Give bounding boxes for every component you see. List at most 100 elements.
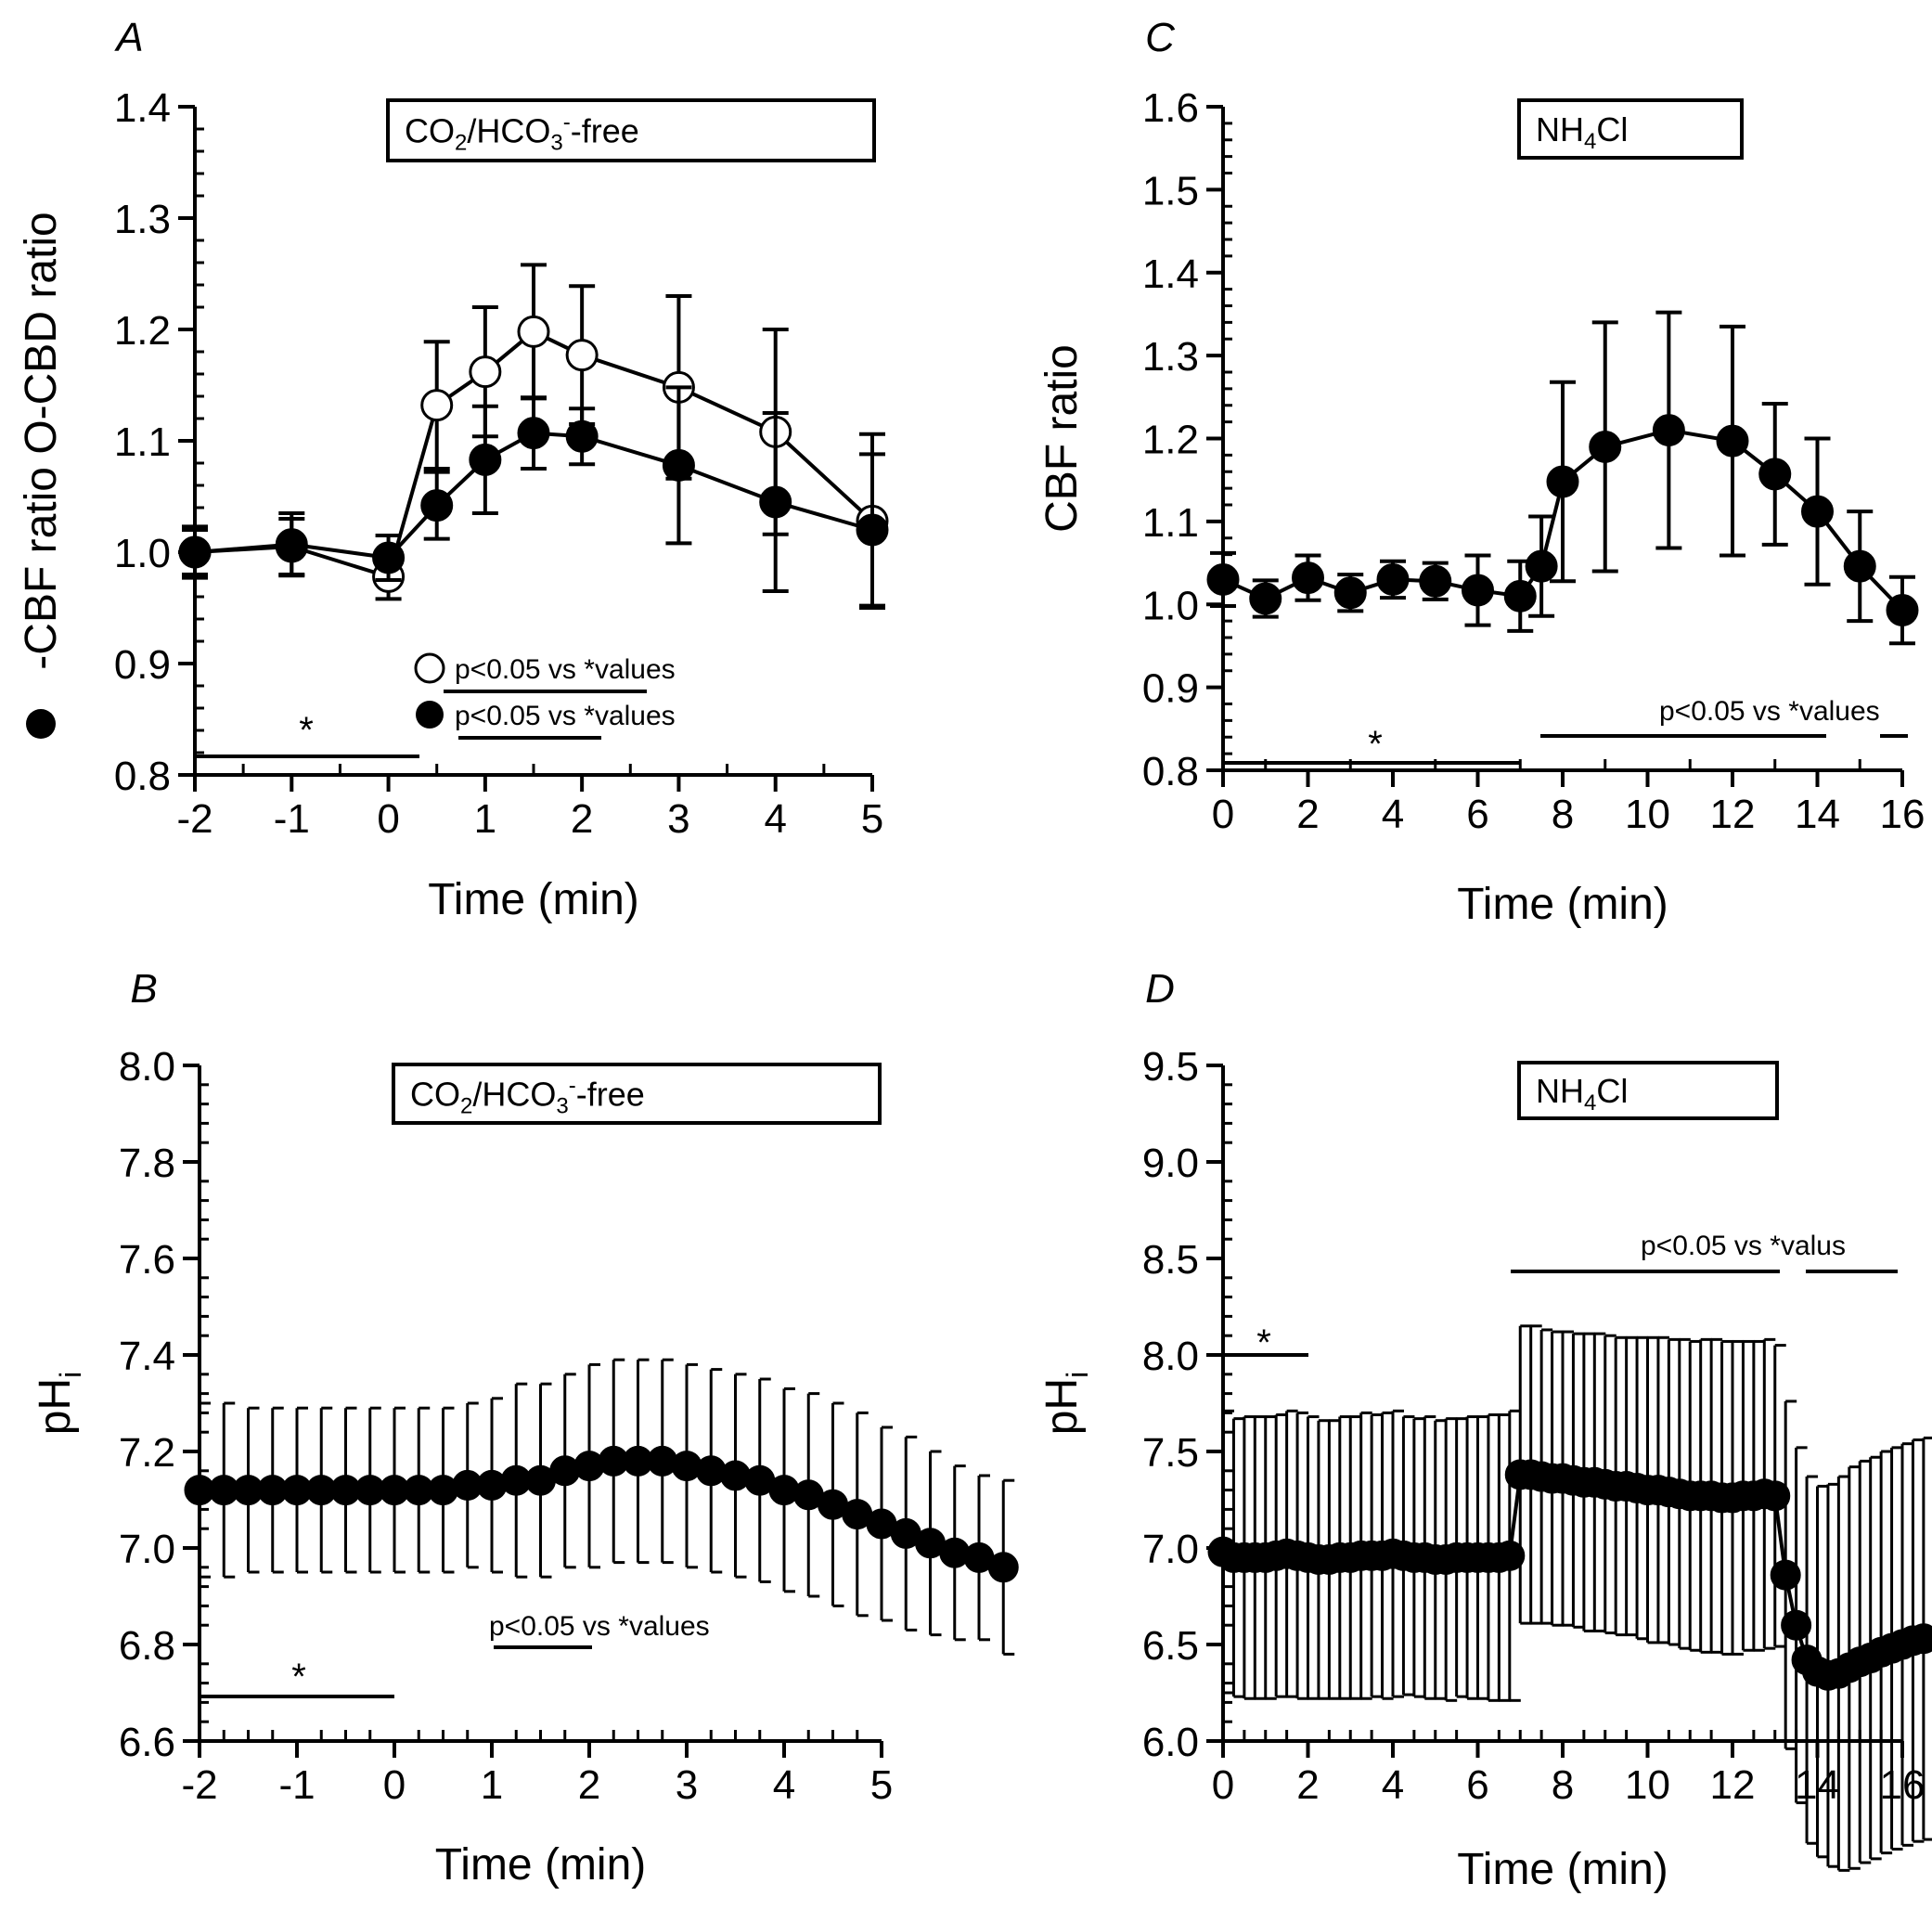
data-point [428,1475,458,1506]
x-tick-label: 0 [383,1762,406,1808]
x-tick-label: 2 [1296,1762,1319,1808]
x-tick-label: 1 [474,796,496,842]
baseline-star: * [1256,1322,1271,1363]
x-tick-label: 0 [1212,792,1234,837]
annotation-significance: p<0.05 vs *valus [1641,1231,1846,1261]
condition-label: NH4Cl [1536,110,1628,154]
condition-label: NH4Cl [1536,1072,1628,1116]
y-tick-label: 1.4 [114,85,171,131]
data-point [476,1469,508,1501]
y-tick-label: 8.5 [1142,1237,1199,1283]
panel-letter: A [113,15,143,60]
data-point [987,1552,1019,1583]
data-point [1908,1623,1932,1655]
y-tick-label: 1.0 [1142,583,1199,628]
data-point [517,417,550,450]
x-tick-label: -1 [278,1762,315,1808]
y-tick-label: 7.8 [119,1141,175,1186]
data-point [1770,1559,1801,1591]
y-tick-label: 1.2 [1142,418,1199,463]
x-axis-title: Time (min) [1457,1845,1668,1894]
condition-label: CO2/HCO3--free [410,1074,645,1119]
y-tick-label: 1.1 [114,419,171,465]
baseline-star: * [1368,724,1383,765]
x-tick-label: -1 [274,796,310,842]
data-point [1886,594,1919,627]
x-tick-label: -2 [176,796,213,842]
data-point [420,489,454,522]
y-tick-label: 7.6 [119,1237,175,1283]
data-point [1843,549,1876,583]
x-tick-label: 2 [1296,792,1319,837]
series-filled [178,385,889,608]
data-point [565,419,599,453]
y-axis-title: CBF ratio [1037,344,1087,533]
x-tick-label: 2 [571,796,593,842]
data-point [1716,424,1749,458]
data-point [1206,562,1240,596]
condition-box [1517,1061,1779,1120]
x-tick-label: 8 [1552,792,1574,837]
series-filled [1206,310,1919,646]
data-point [768,1475,800,1506]
y-tick-label: 7.2 [119,1430,175,1476]
data-point [720,1460,751,1491]
legend-filled-marker [26,709,56,739]
annotation-significance: p<0.05 vs *values [1659,696,1880,727]
y-tick-label: 7.0 [119,1527,175,1572]
data-point [1801,495,1834,528]
condition-box [392,1063,882,1125]
x-tick-label: 6 [1466,1762,1488,1808]
annotation-filled: p<0.05 vs *values [455,701,676,731]
data-point [671,1451,702,1482]
x-axis-title: Time (min) [435,1840,647,1890]
x-tick-label: -2 [181,1762,217,1808]
data-point [1758,458,1792,491]
panel-letter: C [1145,15,1176,60]
data-point [1589,430,1622,463]
y-tick-label: 9.5 [1142,1044,1199,1090]
panel-letter: D [1145,966,1175,1012]
series-line [194,329,874,579]
panel-c: C 0.8 0.9 1.0 1.1 1.2 1.3 1.4 1.5 1.6 0 2 4 6 8 10 12 14 1… [1037,15,1925,929]
data-point [695,1455,727,1487]
condition-box [1517,98,1744,160]
data-point [549,1455,581,1487]
annotation-open: p<0.05 vs *values [455,654,676,685]
baseline-star: * [291,1657,306,1697]
y-tick-label: 1.6 [1142,85,1199,131]
annotation-significance: p<0.05 vs *values [489,1611,710,1642]
y-axis-title: pHi [31,1372,87,1435]
data-point [1419,564,1452,598]
x-tick-label: 14 [1795,792,1840,837]
y-tick-label: 6.8 [119,1623,175,1669]
legend-open-marker [414,652,445,684]
data-point [275,528,308,561]
panel-b: B 6.6 6.8 7.0 7.2 7.4 7.6 7.8 8.0 -2 -1 0 1 2 3 4 5 Time … [31,966,1019,1890]
panel-letter: B [130,966,157,1012]
data-point [647,1445,678,1477]
panel-a: A 0.8 0.9 1.0 1.1 1.2 1.3 1.4 -2 -1 0 1 2 3 4 5 Time (mi… [17,15,889,924]
data-point [1462,574,1494,607]
y-tick-label: 1.1 [1142,500,1199,546]
y-tick-label: 9.0 [1142,1141,1199,1186]
x-tick-label: 2 [578,1762,600,1808]
data-point [1546,465,1579,498]
x-tick-label: 3 [667,796,689,842]
x-tick-label: 5 [861,796,883,842]
y-tick-label: 8.0 [119,1044,175,1090]
data-point [469,355,502,389]
y-tick-label: 7.0 [1142,1527,1199,1572]
panel-d: D6.06.57.07.58.08.59.09.50 2 4 6 8 10 12 14 16Ti… [1037,966,1932,1894]
y-tick-label: 0.8 [114,754,171,799]
data-point [1292,561,1324,595]
x-tick-label: 0 [1212,1762,1234,1808]
y-tick-label: 1.0 [114,531,171,576]
data-point [517,315,550,348]
x-tick-label: 5 [870,1762,893,1808]
data-point [469,443,502,476]
x-axis-title: Time (min) [428,875,639,924]
data-point [565,339,599,372]
data-point [1781,1609,1812,1641]
